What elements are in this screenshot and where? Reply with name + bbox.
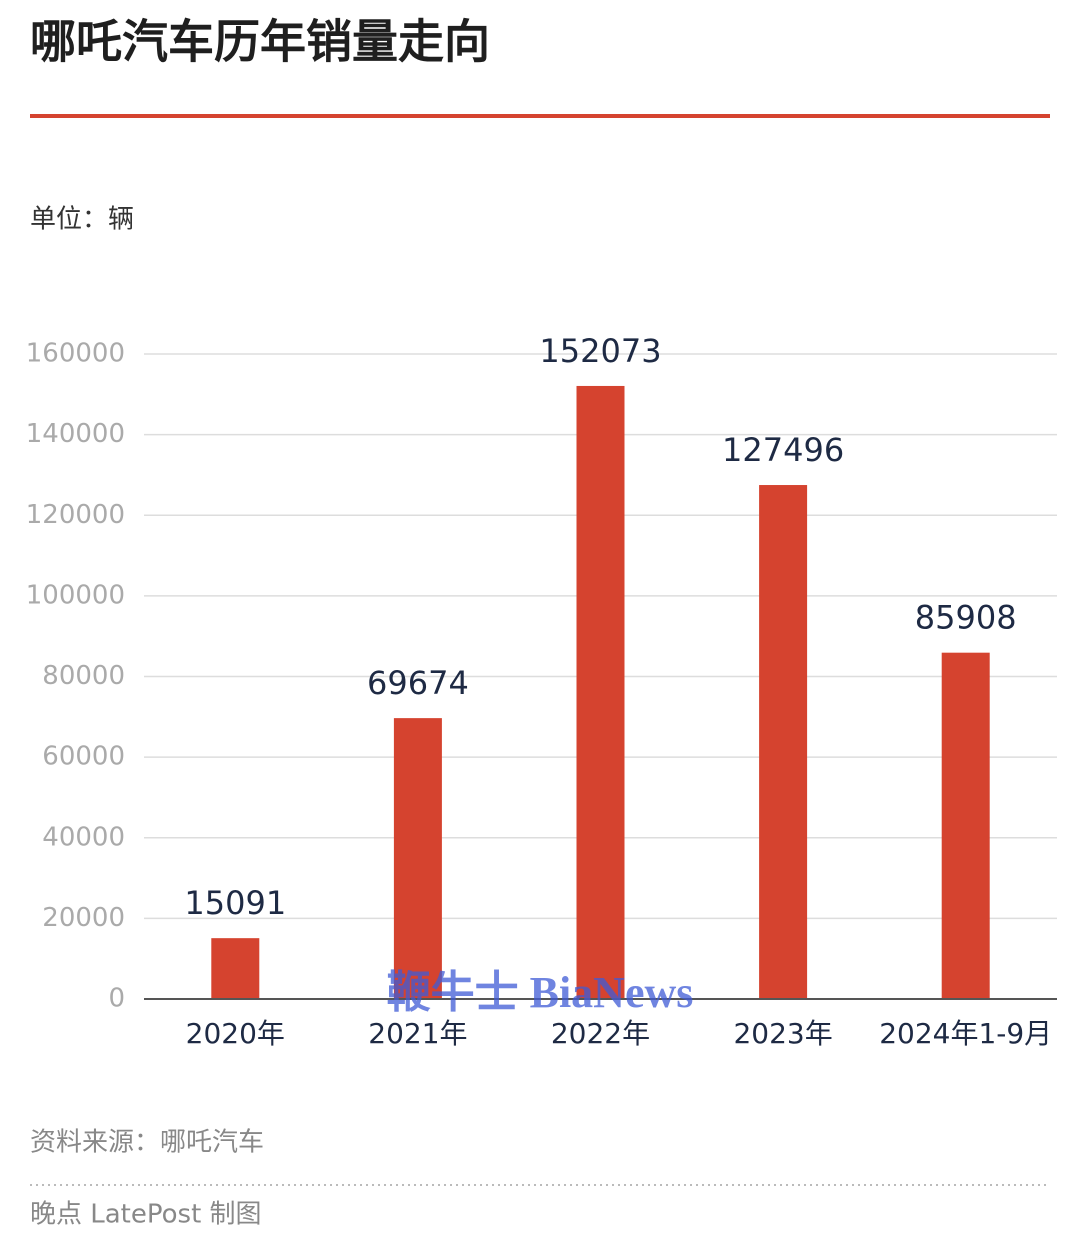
y-tick-label: 40000 [42, 822, 125, 852]
value-label: 152073 [539, 332, 661, 370]
y-tick-label: 0 [108, 984, 125, 1014]
source: 资料来源：哪吒汽车 [30, 1128, 264, 1158]
value-label: 127496 [722, 431, 844, 469]
credit: 晚点 LatePost 制图 [30, 1200, 262, 1230]
y-tick-label: 80000 [42, 661, 125, 691]
x-tick-label: 2023年 [733, 1017, 832, 1050]
bar [759, 485, 808, 999]
x-tick-label: 2022年 [551, 1017, 650, 1050]
chart-title: 哪吒汽车历年销量走向 [30, 15, 490, 69]
bar [576, 385, 625, 1000]
value-label: 15091 [184, 884, 286, 922]
y-tick-label: 60000 [42, 742, 125, 772]
watermark: 鞭牛士 BiaNews [387, 968, 694, 1017]
x-tick-label: 2020年 [186, 1017, 285, 1050]
value-label: 69674 [367, 664, 469, 702]
value-label: 85908 [915, 599, 1017, 637]
bar [211, 938, 260, 999]
y-tick-label: 120000 [26, 500, 125, 530]
x-tick-label: 2021年 [368, 1017, 467, 1050]
x-tick-label: 2024年1-9月 [879, 1017, 1052, 1050]
y-tick-label: 20000 [42, 903, 125, 933]
y-tick-label: 140000 [26, 419, 125, 449]
bar [393, 718, 442, 999]
unit-label: 单位：辆 [30, 205, 134, 235]
bar [941, 652, 990, 999]
y-tick-label: 160000 [26, 339, 125, 369]
y-tick-label: 100000 [26, 580, 125, 610]
